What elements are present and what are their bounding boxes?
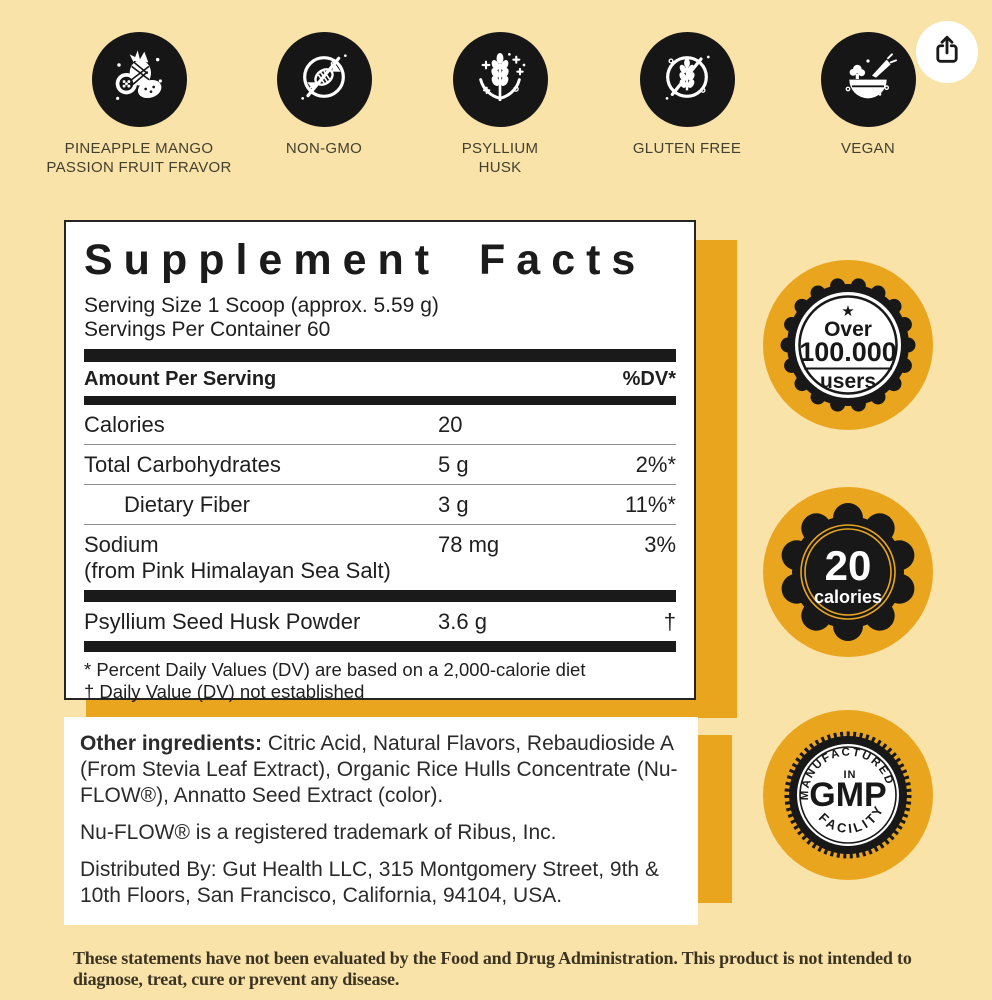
- divider-thick: [84, 349, 676, 362]
- calories-badge-unit: calories: [814, 587, 882, 607]
- supplement-facts-panel: Supplement Facts Serving Size 1 Scoop (a…: [64, 220, 696, 702]
- nutrient-name: Calories: [84, 412, 165, 437]
- nutrient-amount: 78 mg: [438, 532, 500, 557]
- servings-per-container: Servings Per Container 60: [84, 318, 331, 341]
- feature-flavor: PINEAPPLE MANGO PASSION FRUIT FRAVOR: [39, 32, 239, 177]
- feature-label-line: GLUTEN FREE: [632, 140, 742, 157]
- nutrition-row-calories: Calories 20: [84, 405, 676, 445]
- serving-size: Serving Size 1 Scoop (approx. 5.59 g): [84, 294, 439, 317]
- nutrition-row-psyllium: Psyllium Seed Husk Powder 3.6 g †: [84, 602, 676, 641]
- amount-header-row: Amount Per Serving %DV*: [84, 362, 676, 396]
- nutrition-row-carbohydrates: Total Carbohydrates 5 g 2%*: [84, 445, 676, 485]
- nutrient-dv: 3%: [644, 532, 676, 557]
- users-badge: ★ Over 100.000 users: [763, 260, 933, 430]
- nutrient-source: (from Pink Himalayan Sea Salt): [84, 558, 391, 583]
- distributor-note: Distributed By: Gut Health LLC, 315 Mont…: [80, 858, 659, 907]
- nutrient-amount: 3.6 g: [438, 609, 487, 634]
- amount-per-serving-label: Amount Per Serving: [84, 368, 277, 390]
- other-ingredients-label: Other ingredients:: [80, 732, 263, 755]
- other-ingredients-box: Other ingredients: Citric Acid, Natural …: [64, 717, 698, 925]
- nutrient-name: Dietary Fiber: [124, 492, 250, 517]
- dv-header-label: %DV*: [622, 368, 676, 390]
- feature-vegan: VEGAN: [768, 32, 968, 158]
- users-badge-line2: 100.000: [799, 337, 897, 367]
- nutrient-name: Sodium: [84, 532, 159, 557]
- feature-label-line: NON-GMO: [285, 140, 363, 157]
- users-badge-line1: Over: [824, 318, 872, 341]
- feature-label-line: PASSION FRUIT FRAVOR: [46, 159, 232, 176]
- calories-badge-value: 20: [825, 542, 872, 589]
- star-icon: ★: [841, 303, 854, 320]
- gluten-free-icon: [655, 45, 719, 114]
- gmp-badge: MANUFACTURED FACILITY IN GMP: [763, 710, 933, 880]
- feature-label-line: HUSK: [478, 159, 522, 176]
- other-ingredients-text: Citric Acid, Natural Flavors, Rebaudiosi…: [80, 732, 678, 807]
- feature-psyllium: PSYLLIUM HUSK: [400, 32, 600, 177]
- divider-thick: [84, 590, 676, 602]
- footnote-dv: * Percent Daily Values (DV) are based on…: [84, 659, 586, 680]
- nutrient-name: Total Carbohydrates: [84, 452, 281, 477]
- gmp-badge-gmp: GMP: [809, 776, 886, 814]
- non-gmo-icon: [292, 45, 356, 114]
- share-icon: [930, 33, 964, 72]
- supplement-facts-title: Supplement Facts: [84, 236, 647, 284]
- nutrition-row-dietary-fiber: Dietary Fiber 3 g 11%*: [84, 485, 676, 525]
- divider-thick: [84, 641, 676, 652]
- nutrient-dv: †: [663, 609, 676, 634]
- feature-gluten-free: GLUTEN FREE: [587, 32, 787, 158]
- trademark-note: Nu-FLOW® is a registered trademark of Ri…: [80, 821, 557, 844]
- gmp-badge-in: IN: [844, 769, 857, 781]
- nutrient-dv: 2%*: [635, 452, 676, 477]
- nutrition-row-sodium: Sodium (from Pink Himalayan Sea Salt) 78…: [84, 525, 676, 590]
- fruits-icon: [107, 45, 171, 114]
- users-badge-line3: users: [820, 370, 876, 393]
- nutrient-name: Psyllium Seed Husk Powder: [84, 609, 361, 634]
- nutrient-dv: 11%*: [625, 492, 676, 517]
- feature-label-line: VEGAN: [840, 140, 895, 157]
- feature-label-line: PSYLLIUM: [461, 140, 539, 157]
- divider-medium: [84, 396, 676, 405]
- feature-label-line: PINEAPPLE MANGO: [64, 140, 214, 157]
- vegan-icon: [836, 45, 900, 114]
- fda-disclaimer: These statements have not been evaluated…: [73, 948, 912, 989]
- psyllium-husk-icon: [468, 45, 532, 114]
- calories-badge: 20 calories: [763, 487, 933, 657]
- nutrient-amount: 3 g: [438, 492, 469, 517]
- share-button[interactable]: [916, 21, 978, 83]
- nutrient-amount: 20: [438, 412, 463, 437]
- feature-non-gmo: NON-GMO: [224, 32, 424, 158]
- footnote-dagger: † Daily Value (DV) not established: [84, 681, 365, 702]
- nutrient-amount: 5 g: [438, 452, 469, 477]
